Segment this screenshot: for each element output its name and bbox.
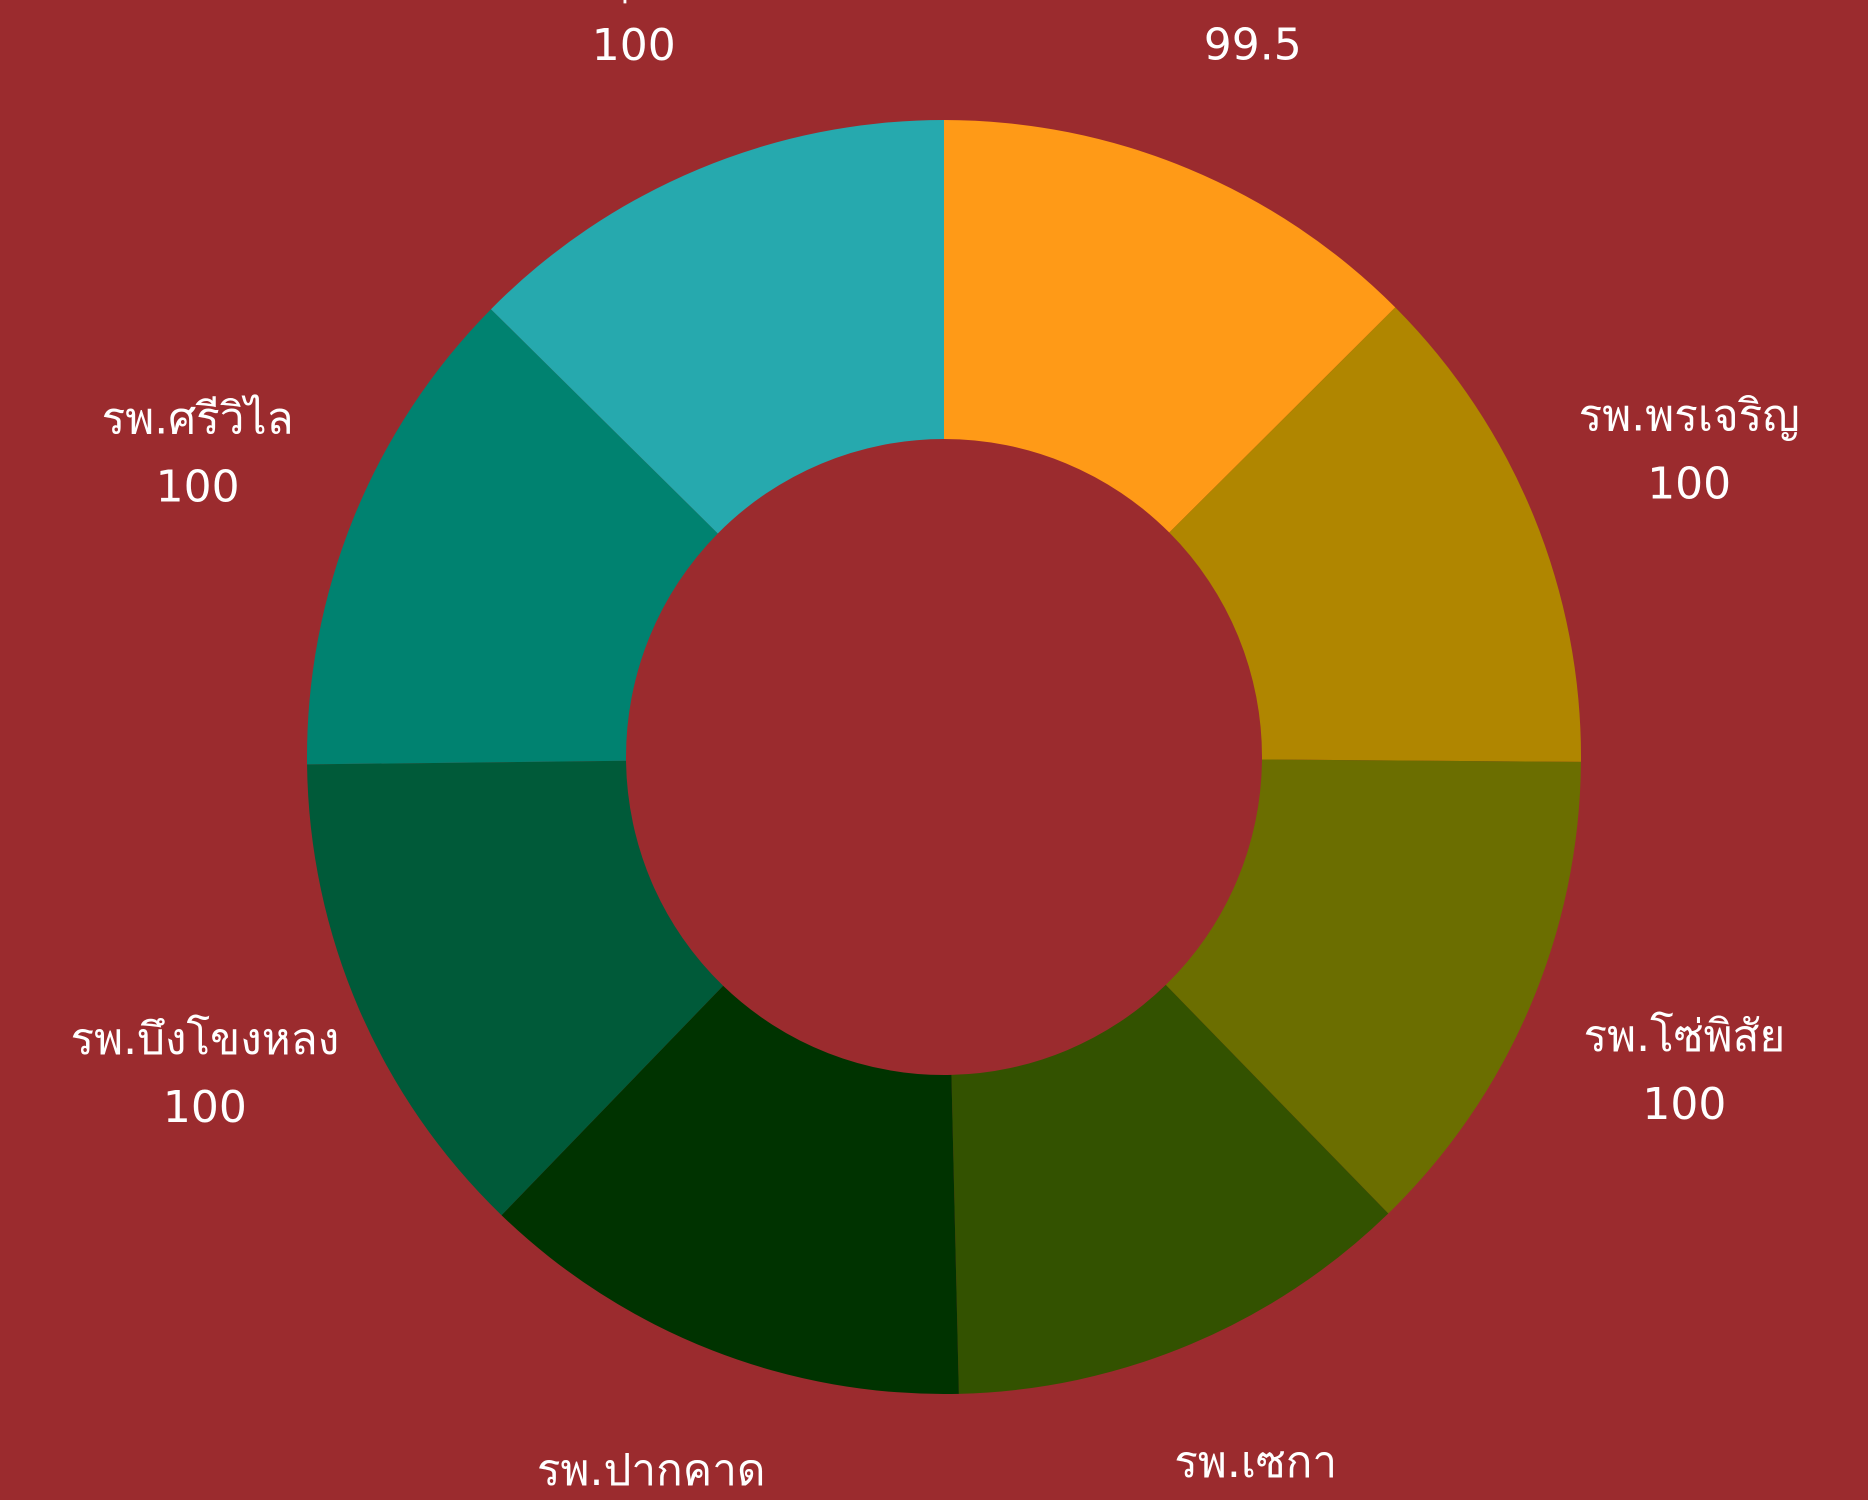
slice-value-label: 100 xyxy=(592,20,676,71)
donut-slices xyxy=(306,120,1581,1395)
slice-category-label: รพ.ศรีวิไล xyxy=(102,393,294,444)
slice-category-label: รพ.บุ่งคล้า xyxy=(535,0,732,4)
donut-slice xyxy=(1169,307,1581,762)
slice-category-label: รพ.เซกา xyxy=(1174,1437,1337,1488)
slice-value-label: 100 xyxy=(156,461,240,512)
donut-slice xyxy=(951,984,1389,1394)
slice-category-label: รพ.บึงกาฬ xyxy=(1154,0,1353,3)
slice-category-label: รพ.ปากคาด xyxy=(537,1445,766,1496)
donut-slice xyxy=(490,120,944,534)
slice-category-label: รพ.โซ่พิสัย xyxy=(1584,1011,1786,1062)
donut-slice xyxy=(306,309,718,765)
slice-category-label: รพ.พรเจริญ xyxy=(1579,391,1800,442)
slice-value-label: 99.5 xyxy=(1204,20,1302,71)
slice-value-label: 100 xyxy=(1642,1079,1726,1130)
slice-labels: รพ.บึงกาฬ 99.5 รพ.พรเจริญ 100 รพ.โซ่พิสัย 100… xyxy=(71,0,1800,1496)
slice-value-label: 100 xyxy=(163,1082,247,1133)
slice-category-label: รพ.บึงโขงหลง xyxy=(71,1014,340,1065)
donut-slice xyxy=(307,760,724,1216)
donut-slice xyxy=(944,120,1396,533)
donut-slice xyxy=(1165,759,1581,1214)
slice-value-label: 100 xyxy=(1647,459,1731,510)
donut-slice xyxy=(501,985,959,1395)
